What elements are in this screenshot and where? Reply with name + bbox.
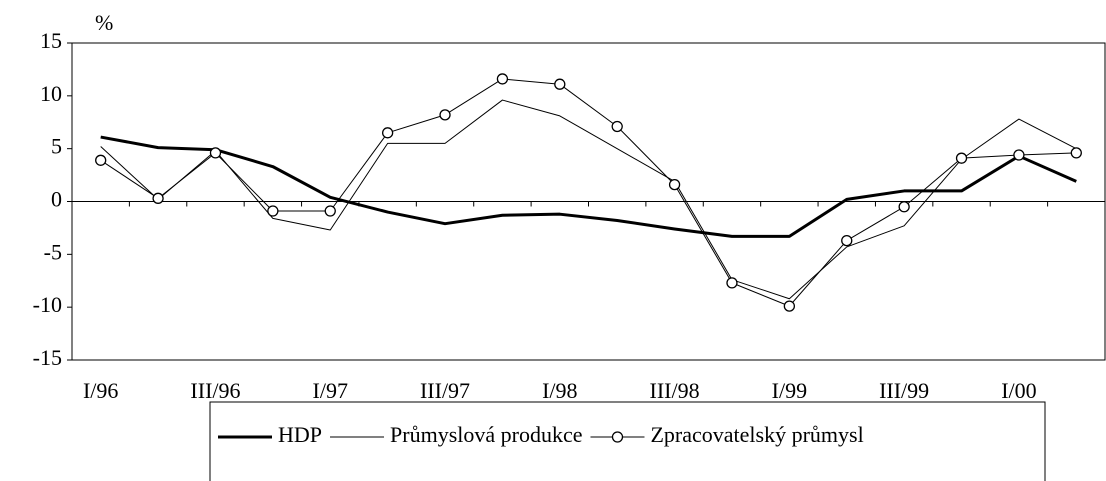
series-line	[100, 78, 1077, 307]
legend-marker	[611, 431, 624, 443]
x-tick-label: III/96	[190, 378, 240, 403]
point	[554, 78, 566, 90]
point	[955, 152, 968, 164]
series-line	[100, 135, 1077, 238]
series-line	[100, 99, 1077, 300]
y-tick-label: 0	[51, 187, 62, 212]
point	[95, 154, 107, 166]
point	[267, 205, 279, 217]
x-tick-label: III/99	[879, 378, 929, 403]
y-tick-label: 5	[51, 134, 62, 159]
y-tick-label: -5	[44, 239, 62, 264]
x-tick-label: I/97	[313, 378, 348, 403]
point	[668, 178, 681, 191]
point	[726, 277, 738, 289]
legend-label: HDP	[278, 422, 322, 447]
x-tick-label: I/98	[542, 378, 577, 403]
legend-label: Zpracovatelský průmysl	[650, 422, 863, 447]
point	[783, 300, 796, 312]
point	[898, 201, 910, 213]
y-tick-label: -10	[33, 292, 62, 317]
point	[1070, 147, 1082, 159]
point	[152, 192, 164, 204]
point	[439, 109, 451, 121]
unit-label: %	[95, 10, 113, 35]
y-tick-label: 15	[40, 28, 62, 53]
x-tick-label: I/00	[1001, 378, 1036, 403]
x-tick-label: I/96	[83, 378, 118, 403]
point	[381, 127, 394, 139]
x-tick-label: III/98	[650, 378, 700, 403]
y-tick-label: 10	[40, 81, 62, 106]
point	[324, 205, 336, 217]
point	[841, 234, 853, 247]
point	[611, 120, 623, 133]
y-tick-label: -15	[33, 345, 62, 370]
legend-box	[209, 401, 1046, 481]
point	[496, 73, 509, 85]
point	[1013, 149, 1025, 161]
legend-label: Průmyslová produkce	[390, 422, 582, 447]
point	[209, 147, 222, 159]
x-tick-label: I/99	[772, 378, 807, 403]
x-tick-label: III/97	[420, 378, 470, 403]
